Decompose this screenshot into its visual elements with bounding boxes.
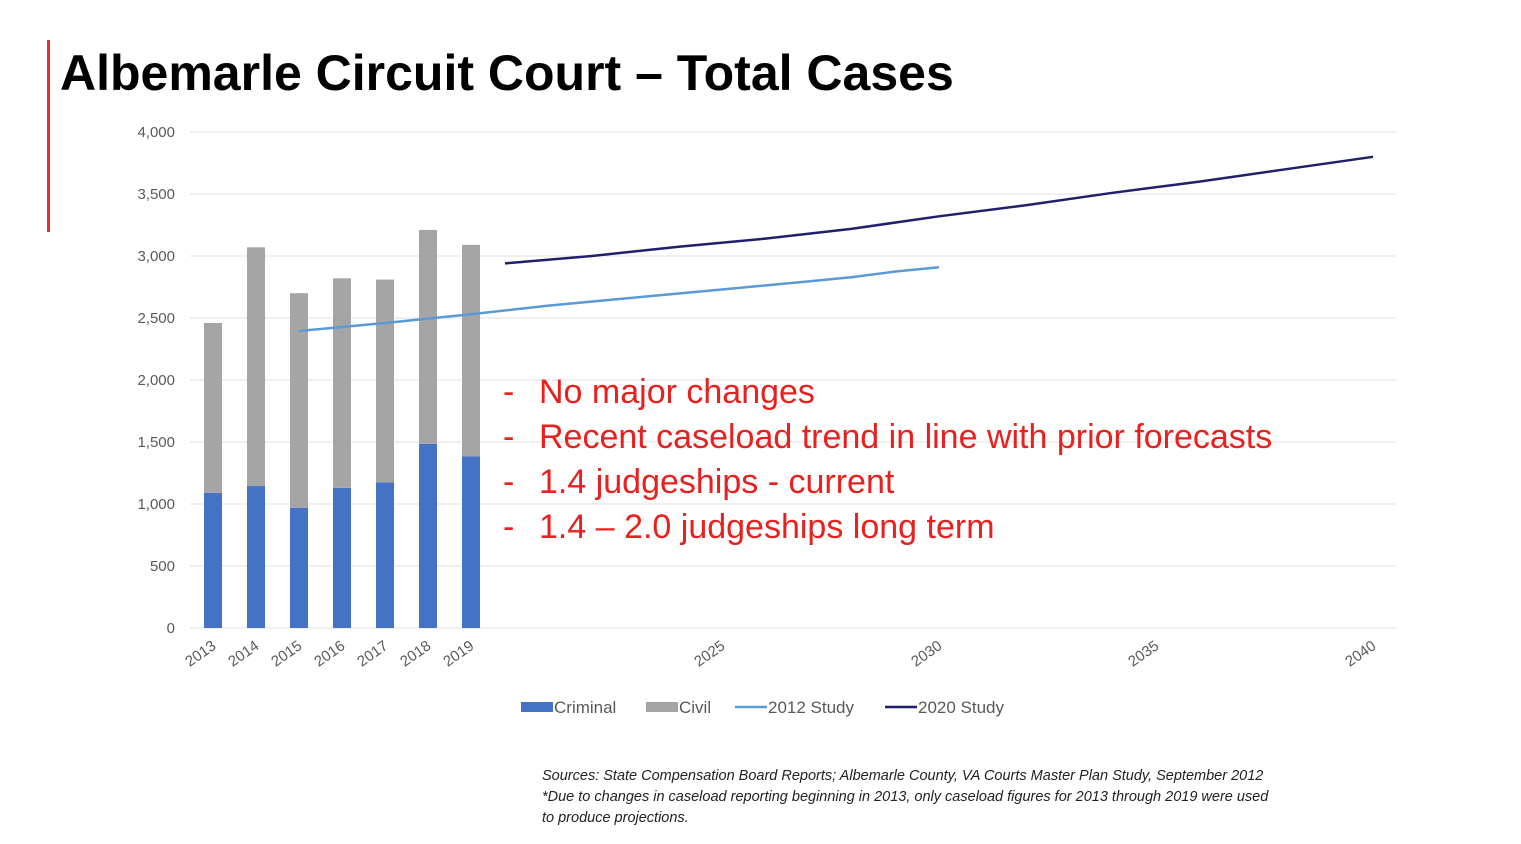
sources-line: to produce projections. <box>542 810 689 826</box>
x-tick-label: 2014 <box>225 637 262 670</box>
y-tick-label: 1,000 <box>137 496 175 513</box>
legend-swatch <box>521 702 553 712</box>
bar-criminal <box>333 487 351 628</box>
sources-note: Sources: State Compensation Board Report… <box>542 766 1422 829</box>
bar-civil <box>333 278 351 488</box>
bar-criminal <box>247 486 265 628</box>
bar-criminal <box>419 443 437 628</box>
bullet-dash: - <box>503 463 515 501</box>
sources-line: *Due to changes in caseload reporting be… <box>542 789 1269 805</box>
bar-civil <box>247 247 265 487</box>
bullet-dash: - <box>503 418 515 456</box>
x-tick-label: 2018 <box>397 637 434 670</box>
y-tick-label: 2,000 <box>137 372 175 389</box>
legend-label: Criminal <box>554 698 616 717</box>
bar-civil <box>376 279 394 483</box>
annotation-list: - No major changes - Recent caseload trend… <box>503 370 1272 550</box>
x-tick-label: 2016 <box>311 637 348 670</box>
bar-criminal <box>290 507 308 628</box>
line-2012-study <box>298 265 940 333</box>
bar-criminal <box>462 456 480 628</box>
y-tick-label: 2,500 <box>137 310 175 327</box>
x-tick-label: 2015 <box>268 637 305 670</box>
bullet-dash: - <box>503 508 515 546</box>
legend-label: Civil <box>679 698 711 717</box>
bar-criminal <box>376 482 394 628</box>
x-tick-label: 2030 <box>908 637 945 670</box>
bullet-dash: - <box>503 373 515 411</box>
line-2020-study <box>504 155 1374 265</box>
annotation-text: 1.4 – 2.0 judgeships long term <box>539 508 995 546</box>
page-title: Albemarle Circuit Court – Total Cases <box>60 45 954 101</box>
bar-criminal <box>204 492 222 628</box>
y-tick-label: 500 <box>150 558 175 575</box>
x-tick-label: 2013 <box>182 637 219 670</box>
y-tick-label: 3,000 <box>137 248 175 265</box>
annotation-item: -1.4 – 2.0 judgeships long term <box>503 505 1272 550</box>
annotation-item: - Recent caseload trend in line with prio… <box>503 415 1272 460</box>
y-tick-label: 3,500 <box>137 186 175 203</box>
bar-civil <box>419 229 437 444</box>
legend-label: 2020 Study <box>918 698 1005 717</box>
legend-label: 2012 Study <box>768 698 855 717</box>
legend-swatch <box>646 702 678 712</box>
x-tick-label: 2025 <box>691 637 728 670</box>
bar-civil <box>462 244 480 457</box>
y-tick-label: 4,000 <box>137 124 175 141</box>
x-tick-label: 2040 <box>1342 637 1379 670</box>
annotation-text: Recent caseload trend in line with prior… <box>539 418 1273 456</box>
sources-line: Sources: State Compensation Board Report… <box>542 768 1264 784</box>
y-tick-label: 1,500 <box>137 434 175 451</box>
x-tick-label: 2017 <box>354 637 391 670</box>
bar-civil <box>290 293 308 508</box>
annotation-text: No major changes <box>539 373 815 411</box>
annotation-text: 1.4 judgeships - current <box>539 463 895 501</box>
y-tick-label: 0 <box>167 620 175 637</box>
accent-bar <box>47 40 50 232</box>
x-tick-label: 2035 <box>1125 637 1162 670</box>
x-tick-label: 2019 <box>440 637 477 670</box>
annotation-item: -1.4 judgeships - current <box>503 460 1272 505</box>
bar-civil <box>204 322 222 493</box>
annotation-item: - No major changes <box>503 370 1272 415</box>
